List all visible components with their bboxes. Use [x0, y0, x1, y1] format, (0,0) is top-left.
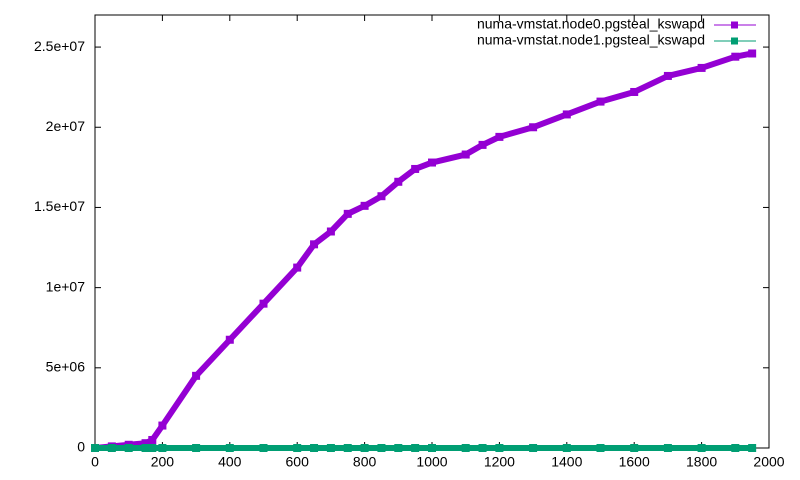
point — [158, 421, 167, 430]
point — [529, 444, 538, 452]
point — [731, 52, 740, 61]
point — [310, 240, 319, 249]
point — [562, 110, 571, 119]
point — [326, 444, 335, 452]
legend-marker — [731, 21, 738, 29]
point — [461, 150, 470, 159]
x-tick-label: 1800 — [686, 454, 717, 470]
point — [192, 444, 201, 452]
y-tick-label: 2e+07 — [46, 118, 86, 134]
point — [293, 444, 302, 452]
legend-marker — [731, 37, 738, 45]
y-tick-label: 5e+06 — [46, 359, 86, 375]
point — [124, 444, 133, 452]
point — [141, 439, 150, 448]
point — [360, 444, 369, 452]
point — [663, 71, 672, 80]
point — [158, 444, 167, 452]
x-tick-label: 1200 — [484, 454, 515, 470]
point — [478, 140, 487, 149]
legend-label: numa-vmstat.node1.pgsteal_kswapd — [477, 32, 705, 48]
point — [148, 435, 157, 444]
point — [259, 299, 268, 308]
point — [630, 87, 639, 96]
point — [91, 444, 99, 452]
point — [697, 63, 706, 72]
y-tick-label: 1e+07 — [46, 278, 86, 294]
point — [731, 444, 740, 452]
point — [343, 209, 352, 218]
point — [225, 335, 234, 344]
x-tick-label: 2000 — [753, 454, 784, 470]
point — [192, 371, 201, 380]
x-tick-label: 0 — [91, 454, 99, 470]
series-line — [94, 50, 753, 451]
x-tick-label: 1600 — [619, 454, 650, 470]
point — [411, 164, 420, 173]
point — [259, 444, 268, 452]
x-tick-label: 1000 — [416, 454, 447, 470]
point — [428, 444, 436, 452]
point — [748, 444, 757, 452]
x-tick-label: 400 — [218, 454, 242, 470]
point — [663, 444, 672, 452]
point — [495, 132, 504, 141]
y-tick-label: 2.5e+07 — [34, 38, 85, 54]
point — [225, 444, 234, 452]
point — [596, 444, 605, 452]
point — [107, 444, 116, 452]
plot-frame — [94, 14, 770, 449]
legend-label: numa-vmstat.node0.pgsteal_kswapd — [477, 16, 705, 32]
x-tick-label: 1400 — [551, 454, 582, 470]
point — [596, 97, 605, 106]
x-tick-label: 800 — [353, 454, 377, 470]
x-tick-label: 200 — [151, 454, 175, 470]
point — [697, 444, 706, 452]
point — [394, 177, 403, 186]
point — [394, 444, 403, 452]
point — [343, 444, 352, 452]
point — [748, 49, 757, 58]
point — [411, 444, 420, 452]
point — [461, 444, 470, 452]
point — [310, 444, 319, 452]
point — [293, 263, 302, 272]
x-tick-label: 600 — [286, 454, 310, 470]
y-tick-label: 0 — [77, 439, 85, 455]
y-tick-label: 1.5e+07 — [34, 198, 85, 214]
point — [630, 444, 639, 452]
point — [478, 444, 487, 452]
point — [377, 192, 386, 201]
point — [326, 227, 335, 236]
point — [377, 444, 386, 452]
point — [529, 123, 538, 132]
point — [428, 158, 436, 167]
point — [148, 444, 157, 452]
point — [141, 444, 150, 452]
point — [562, 444, 571, 452]
point — [495, 444, 504, 452]
point — [360, 201, 369, 210]
